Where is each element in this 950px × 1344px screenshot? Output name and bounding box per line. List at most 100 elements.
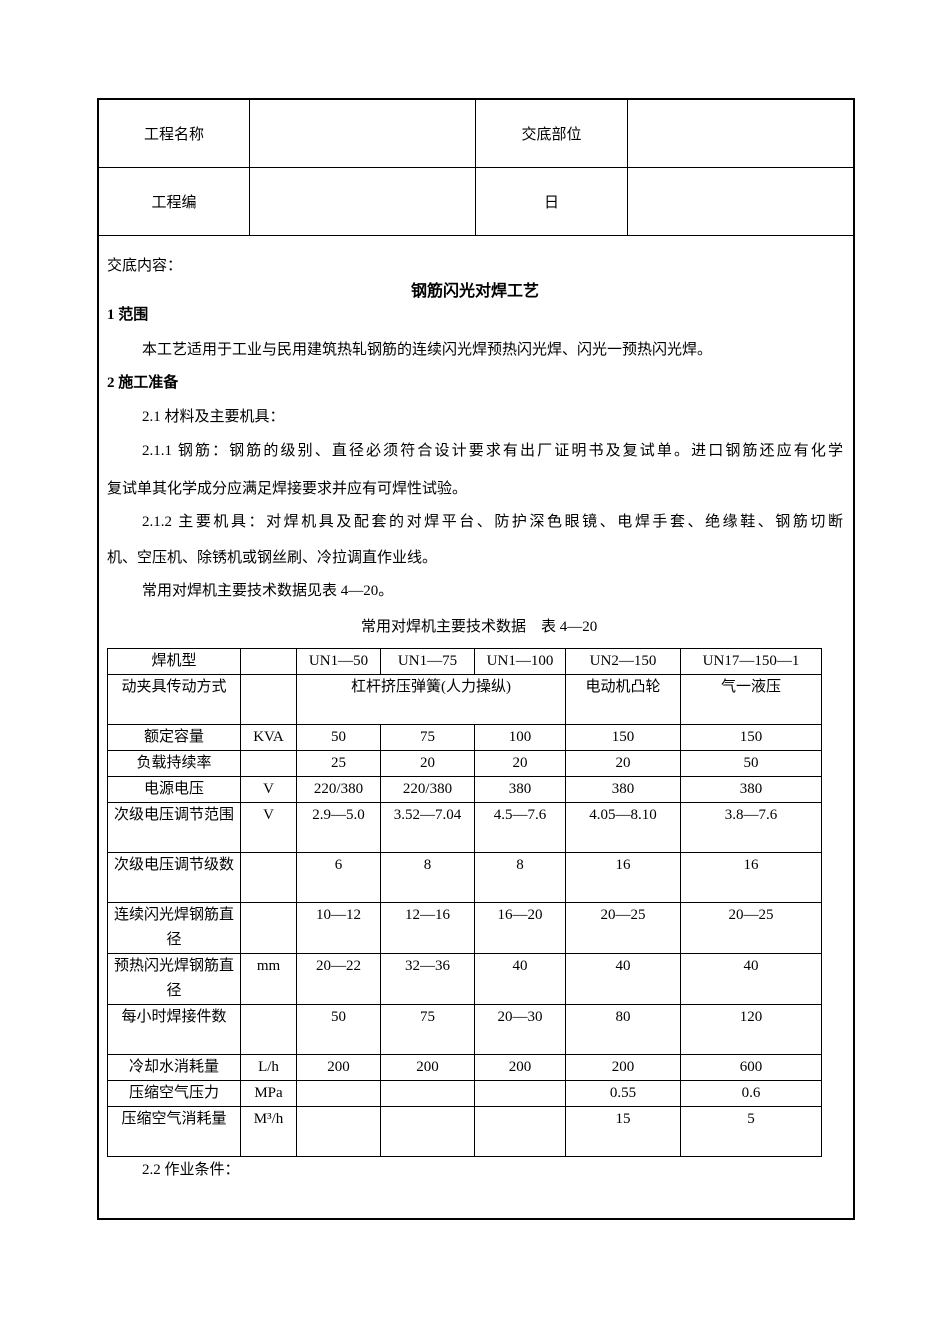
table-row: 压缩空气消耗量 M³/h 15 5 <box>107 1106 822 1157</box>
table-cell: 电动机凸轮 <box>565 674 681 725</box>
intro-label: 交底内容： <box>107 258 183 274</box>
table-row: 电源电压 V 220/380 220/380 380 380 380 <box>107 776 822 803</box>
row-unit <box>240 674 297 725</box>
table-cell: 40 <box>474 953 566 1005</box>
row-unit <box>240 852 297 903</box>
table-cell: 32—36 <box>380 953 475 1005</box>
table-cell: 200 <box>474 1054 566 1081</box>
row-unit: MPa <box>240 1080 297 1107</box>
table-row: 每小时焊接件数 50 75 20—30 80 120 <box>107 1004 822 1055</box>
welder-spec-table: 焊机型 UN1—50 UN1—75 UN1—100 UN2—150 UN17—150—1 动… <box>107 648 822 1157</box>
table-cell: 20—25 <box>680 902 822 954</box>
table-row: 压缩空气压力 MPa 0.55 0.6 <box>107 1080 822 1107</box>
section-2-heading: 2 施工准备 <box>107 375 179 391</box>
row-label: 电源电压 <box>107 776 241 803</box>
document-title: 钢筋闪光对焊工艺 <box>410 283 539 300</box>
table-cell: 20 <box>565 750 681 777</box>
table-cell: 4.05—8.10 <box>565 802 681 853</box>
project-name-value[interactable] <box>250 100 476 167</box>
header-row-2: 工程编 日 <box>99 168 853 236</box>
section-2-2: 2.2 作业条件： <box>142 1162 240 1178</box>
section-2-1: 2.1 材料及主要机具： <box>142 409 285 425</box>
table-cell: 50 <box>296 1004 381 1055</box>
section-2-1-2-line2: 机、空压机、除锈机或钢丝刷、冷拉调直作业线。 <box>107 550 438 566</box>
row-unit: L/h <box>240 1054 297 1081</box>
row-unit <box>240 750 297 777</box>
table-caption: 常用对焊机主要技术数据 表 4—20 <box>361 619 598 635</box>
table-cell: 12—16 <box>380 902 475 954</box>
table-cell: 220/380 <box>380 776 475 803</box>
row-label: 额定容量 <box>107 724 241 751</box>
row-label: 动夹具传动方式 <box>107 674 241 725</box>
table-cell: 200 <box>296 1054 381 1081</box>
table-cell: 0.6 <box>680 1080 822 1107</box>
table-cell: 3.8—7.6 <box>680 802 822 853</box>
table-cell: 150 <box>680 724 822 751</box>
table-cell: 75 <box>380 1004 475 1055</box>
table-cell: 75 <box>380 724 475 751</box>
table-cell: 20—30 <box>474 1004 566 1055</box>
table-cell: 25 <box>296 750 381 777</box>
table-cell: 150 <box>565 724 681 751</box>
section-1-heading: 1 范围 <box>107 307 149 323</box>
table-cell <box>474 1080 566 1107</box>
date-label: 日 <box>476 168 628 235</box>
section-2-1-1-line1: 2.1.1 钢筋：钢筋的级别、直径必须符合设计要求有出厂证明书及复试单。进口钢筋… <box>142 443 843 459</box>
table-cell: 380 <box>474 776 566 803</box>
project-no-value[interactable] <box>250 168 476 235</box>
table-row: 次级电压调节级数 6 8 8 16 16 <box>107 852 822 903</box>
table-cell: 16—20 <box>474 902 566 954</box>
table-cell: 40 <box>680 953 822 1005</box>
table-cell: 100 <box>474 724 566 751</box>
table-row: 预热闪光焊钢筋直径 mm 20—22 32—36 40 40 40 <box>107 953 822 1005</box>
location-value[interactable] <box>628 100 853 167</box>
table-cell: UN2—150 <box>565 648 681 675</box>
table-cell: 600 <box>680 1054 822 1081</box>
table-cell: 8 <box>474 852 566 903</box>
table-cell: 4.5—7.6 <box>474 802 566 853</box>
table-cell: UN1—100 <box>474 648 566 675</box>
table-cell: 50 <box>680 750 822 777</box>
table-cell: 15 <box>565 1106 681 1157</box>
section-2-1-2-line1: 2.1.2 主要机具：对焊机具及配套的对焊平台、防护深色眼镜、电焊手套、绝缘鞋、… <box>142 514 843 530</box>
location-label: 交底部位 <box>476 100 628 167</box>
table-reference: 常用对焊机主要技术数据见表 4—20。 <box>142 583 394 599</box>
table-cell: 16 <box>565 852 681 903</box>
table-cell: 380 <box>565 776 681 803</box>
row-label: 连续闪光焊钢筋直径 <box>107 902 241 954</box>
table-cell: UN1—75 <box>380 648 475 675</box>
table-row: 焊机型 UN1—50 UN1—75 UN1—100 UN2—150 UN17—150—1 <box>107 648 822 675</box>
table-cell: 2.9—5.0 <box>296 802 381 853</box>
table-cell: 80 <box>565 1004 681 1055</box>
table-cell <box>296 1080 381 1107</box>
table-cell: 200 <box>380 1054 475 1081</box>
header-row-1: 工程名称 交底部位 <box>99 100 853 168</box>
table-row: 连续闪光焊钢筋直径 10—12 12—16 16—20 20—25 20—25 <box>107 902 822 954</box>
row-unit: KVA <box>240 724 297 751</box>
row-label: 每小时焊接件数 <box>107 1004 241 1055</box>
project-no-label: 工程编 <box>99 168 250 235</box>
section-1-body: 本工艺适用于工业与民用建筑热轧钢筋的连续闪光焊预热闪光焊、闪光一预热闪光焊。 <box>142 342 713 358</box>
table-cell: 8 <box>380 852 475 903</box>
table-cell: 20 <box>474 750 566 777</box>
table-cell: 5 <box>680 1106 822 1157</box>
table-cell: 6 <box>296 852 381 903</box>
row-label: 次级电压调节级数 <box>107 852 241 903</box>
date-value[interactable] <box>628 168 853 235</box>
table-cell <box>474 1106 566 1157</box>
table-row: 动夹具传动方式 杠杆挤压弹簧(人力操纵) 电动机凸轮 气一液压 <box>107 674 822 725</box>
table-row: 负载持续率 25 20 20 20 50 <box>107 750 822 777</box>
row-unit: mm <box>240 953 297 1005</box>
row-label: 压缩空气压力 <box>107 1080 241 1107</box>
row-label: 冷却水消耗量 <box>107 1054 241 1081</box>
row-unit: V <box>240 776 297 803</box>
row-label: 次级电压调节范围 <box>107 802 241 853</box>
table-cell: 0.55 <box>565 1080 681 1107</box>
table-cell: 380 <box>680 776 822 803</box>
project-name-label: 工程名称 <box>99 100 250 167</box>
row-label: 焊机型 <box>107 648 241 675</box>
row-unit: V <box>240 802 297 853</box>
table-cell: 200 <box>565 1054 681 1081</box>
form-frame: 工程名称 交底部位 工程编 日 <box>97 98 855 1220</box>
table-cell: 10—12 <box>296 902 381 954</box>
